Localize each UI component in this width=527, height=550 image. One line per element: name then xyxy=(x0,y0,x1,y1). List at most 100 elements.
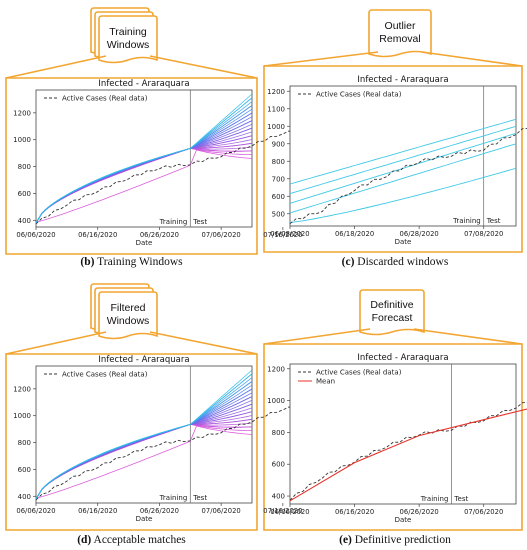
mean-line xyxy=(289,408,527,502)
panel-d-connector-left xyxy=(5,331,107,355)
panel-c-connector-left xyxy=(263,51,379,67)
training-label: Training xyxy=(452,217,481,225)
y-tick-label: 600 xyxy=(18,190,31,198)
window-line xyxy=(35,369,253,500)
tab-outlier-removal-line1: Outlier xyxy=(385,20,416,32)
tab-outlier-removal-line2: Removal xyxy=(379,33,420,45)
y-tick-label: 1200 xyxy=(13,385,31,393)
y-tick-label: 1100 xyxy=(267,105,285,113)
discarded-window-line xyxy=(289,125,517,195)
x-tick-label: 07/06/2020 xyxy=(464,508,503,516)
panel-c-frame xyxy=(263,65,523,253)
y-tick-label: 400 xyxy=(272,493,285,501)
x-tick-label: 07/06/2020 xyxy=(202,507,241,515)
plot-area xyxy=(35,89,253,228)
y-tick-label: 1200 xyxy=(267,365,285,373)
panel-b-connector-left xyxy=(5,55,107,79)
x-tick-label: 06/26/2020 xyxy=(140,231,179,239)
legend-label: Active Cases (Real data) xyxy=(316,91,402,99)
y-tick-label: 1000 xyxy=(267,123,285,131)
y-tick-label: 1000 xyxy=(13,136,31,144)
x-tick-label: 06/18/2020 xyxy=(335,230,374,238)
panel-d-frame xyxy=(5,353,258,531)
y-tick-label: 800 xyxy=(18,163,31,171)
y-tick-label: 1200 xyxy=(13,109,31,117)
caption-c: (c) Discarded windows xyxy=(341,256,449,268)
x-tick-label: 06/08/2020 xyxy=(270,230,309,238)
chart-title: Infected - Araraquara xyxy=(98,355,189,365)
x-tick-label: 06/06/2020 xyxy=(270,508,309,516)
tab-filtered-windows-line1: Filtered xyxy=(110,302,145,314)
x-tick-label: 07/16/2020 xyxy=(263,231,302,239)
tab-filtered-windows-line2: Windows xyxy=(107,315,150,327)
tab-definitive-forecast-card xyxy=(359,289,425,336)
y-tick-label: 700 xyxy=(272,175,285,183)
real-data-line xyxy=(289,401,527,501)
chart-e: Infected - Araraquara 400 600 800 1000 1200 06… xyxy=(267,353,527,524)
caption-b: (b) Training Windows xyxy=(80,256,183,268)
chart-c: Infected - Araraquara 500 600 700 800 900 1000… xyxy=(267,75,527,246)
y-tick-label: 900 xyxy=(272,140,285,148)
panel-c-connector-right xyxy=(421,51,523,67)
discarded-window-line xyxy=(289,118,517,185)
x-tick-label: 07/16/2020 xyxy=(263,507,302,515)
training-label: Training xyxy=(420,495,449,503)
y-tick-label: 600 xyxy=(272,461,285,469)
legend-label: Active Cases (Real data) xyxy=(316,369,402,377)
real-data-line xyxy=(289,128,527,225)
tab-definitive-forecast-line2: Forecast xyxy=(372,312,413,324)
x-tick-label: 06/16/2020 xyxy=(78,507,117,515)
window-line xyxy=(35,149,253,223)
y-tick-label: 600 xyxy=(272,193,285,201)
y-tick-label: 400 xyxy=(18,217,31,225)
x-tick-label: 06/26/2020 xyxy=(140,507,179,515)
legend-label: Active Cases (Real data) xyxy=(62,371,148,379)
discarded-window-line xyxy=(289,143,517,214)
discarded-window-line xyxy=(289,167,517,223)
y-tick-label: 400 xyxy=(18,493,31,501)
training-label: Training xyxy=(159,218,188,226)
x-tick-label: 06/28/2020 xyxy=(400,230,439,238)
legend-label: Active Cases (Real data) xyxy=(62,95,148,103)
tab-training-windows-line2: Windows xyxy=(107,39,150,51)
y-tick-label: 800 xyxy=(18,439,31,447)
y-tick-label: 800 xyxy=(272,158,285,166)
x-axis-label: Date xyxy=(136,239,153,247)
x-tick-label: 07/06/2020 xyxy=(202,231,241,239)
y-tick-label: 1000 xyxy=(267,397,285,405)
tab-outlier-removal-card xyxy=(368,9,432,58)
x-axis-label: Date xyxy=(395,516,412,524)
test-label: Test xyxy=(486,217,501,225)
chart-title: Infected - Araraquara xyxy=(357,353,448,363)
test-label: Test xyxy=(453,495,468,503)
caption-e: (e) Definitive prediction xyxy=(339,534,451,546)
training-label: Training xyxy=(159,494,188,502)
test-label: Test xyxy=(192,218,207,226)
x-tick-label: 06/16/2020 xyxy=(335,508,374,516)
x-axis-label: Date xyxy=(395,238,412,246)
tab-filtered-windows-card xyxy=(98,291,158,340)
test-label: Test xyxy=(192,494,207,502)
x-tick-label: 06/26/2020 xyxy=(400,508,439,516)
caption-d: (d) Acceptable matches xyxy=(77,534,186,546)
chart-title: Infected - Araraquara xyxy=(357,75,448,85)
window-line xyxy=(35,93,253,224)
x-tick-label: 06/16/2020 xyxy=(78,231,117,239)
y-tick-label: 600 xyxy=(18,466,31,474)
panel-b-frame xyxy=(5,77,258,255)
plot-area xyxy=(289,85,517,227)
chart-b: Infected - Araraquara 400 600 800 1000 1200 06… xyxy=(13,79,345,247)
chart-title: Infected - Araraquara xyxy=(98,79,189,89)
x-axis-label: Date xyxy=(136,515,153,523)
plot-area xyxy=(289,363,517,505)
tab-definitive-forecast-line1: Definitive xyxy=(370,299,413,311)
chart-d: Infected - Araraquara 400 600 800 1000 1200 06… xyxy=(13,355,345,523)
panel-e-connector-left xyxy=(263,328,371,345)
window-line xyxy=(35,425,253,499)
legend-label: Mean xyxy=(316,378,335,386)
